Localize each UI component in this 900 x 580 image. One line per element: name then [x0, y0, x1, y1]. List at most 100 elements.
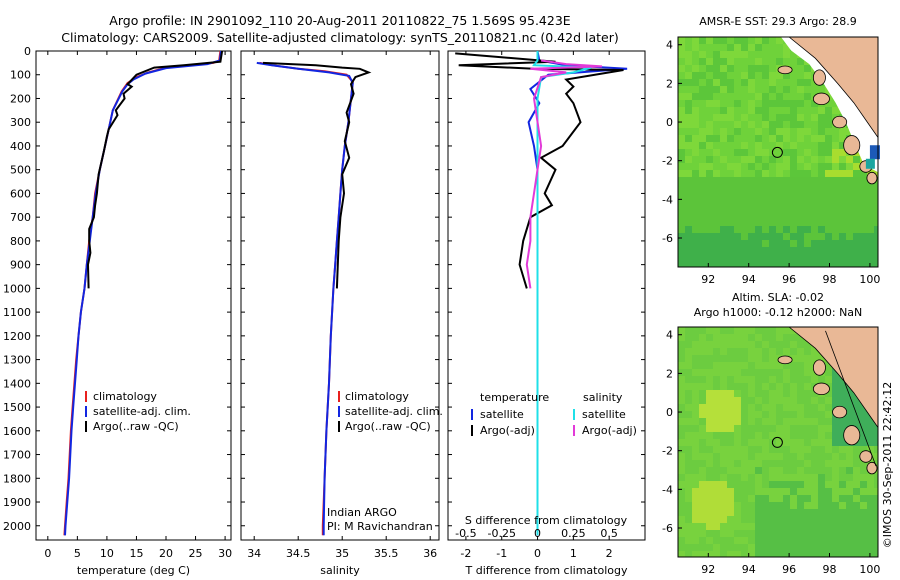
map-cell	[762, 397, 769, 404]
map-cell	[692, 369, 699, 376]
difference-profile-plot: -2 -1 0 1 2T difference from climatology-0.5…	[447, 50, 646, 577]
map-cell	[769, 37, 776, 44]
map-cell	[706, 362, 713, 369]
map-cell	[797, 177, 804, 184]
map-cell	[804, 240, 811, 247]
map-cell	[874, 261, 878, 267]
map-cell	[678, 404, 685, 411]
map-cell	[734, 212, 741, 219]
map-cell	[678, 362, 685, 369]
map-cell	[720, 432, 727, 439]
x-tick-label: 0	[534, 547, 541, 560]
map-cell	[706, 198, 713, 205]
map-cell	[762, 72, 769, 79]
map-cell	[762, 135, 769, 142]
map-cell	[678, 86, 685, 93]
map-cell	[776, 327, 783, 334]
map-cell	[860, 509, 867, 516]
map-cell	[762, 453, 769, 460]
map-cell	[811, 411, 818, 418]
map-cell	[748, 233, 755, 240]
map-cell	[867, 184, 874, 191]
map-cell	[734, 121, 741, 128]
map-cell	[832, 383, 839, 390]
map-cell	[776, 128, 783, 135]
map-cell	[699, 453, 706, 460]
map-cell	[825, 439, 832, 446]
map-cell	[839, 453, 846, 460]
map-cell	[699, 191, 706, 198]
map-cell	[741, 149, 748, 156]
map-cell	[734, 411, 741, 418]
map-cell	[867, 502, 874, 509]
map-cell	[839, 446, 846, 453]
map-cell	[699, 446, 706, 453]
map-cell	[720, 537, 727, 544]
map-cell	[832, 418, 839, 425]
map-cell	[776, 509, 783, 516]
map-cell	[748, 107, 755, 114]
map-cell	[720, 425, 727, 432]
map-cell	[790, 523, 797, 530]
map-cell	[790, 390, 797, 397]
map-cell	[762, 51, 769, 58]
map-cell	[846, 474, 853, 481]
map-cell	[783, 254, 790, 261]
map-cell	[790, 191, 797, 198]
map-cell	[846, 418, 853, 425]
map-cell	[678, 93, 685, 100]
map-cell	[699, 537, 706, 544]
map-cell	[734, 362, 741, 369]
map-cell	[804, 348, 811, 355]
map-cell	[790, 474, 797, 481]
map-cell	[692, 142, 699, 149]
map-cell	[713, 488, 720, 495]
map-cell	[706, 404, 713, 411]
map-cell	[804, 516, 811, 523]
map-cell	[678, 135, 685, 142]
map-cell	[776, 114, 783, 121]
map-cell	[748, 128, 755, 135]
map-cell	[755, 135, 762, 142]
map-cell	[713, 79, 720, 86]
map-cell	[685, 397, 692, 404]
map-cell	[762, 362, 769, 369]
map-cell	[776, 135, 783, 142]
map-cell	[741, 212, 748, 219]
map-cell	[720, 439, 727, 446]
map-cell	[734, 93, 741, 100]
map-cell	[818, 219, 825, 226]
map-cell	[783, 240, 790, 247]
series-line-satellite	[256, 61, 354, 536]
map-cell	[825, 156, 832, 163]
map-cell	[741, 355, 748, 362]
map-cell	[874, 495, 878, 502]
map-cell	[678, 383, 685, 390]
map-cell	[685, 86, 692, 93]
map-cell	[762, 184, 769, 191]
map-cell	[692, 432, 699, 439]
map-cell	[734, 453, 741, 460]
legend-label: satellite	[480, 408, 524, 421]
map-cell	[741, 65, 748, 72]
map-cell	[783, 261, 790, 267]
map-cell	[874, 453, 878, 460]
map-cell	[874, 509, 878, 516]
map-cell	[811, 226, 818, 233]
map-cell	[713, 460, 720, 467]
map-title: AMSR-E SST: 29.3 Argo: 28.9	[699, 15, 857, 28]
map-cell	[853, 191, 860, 198]
map-cell	[776, 439, 783, 446]
map-cell	[832, 446, 839, 453]
map-cell	[685, 191, 692, 198]
map-cell	[790, 72, 797, 79]
map-cell	[811, 397, 818, 404]
map-cell	[720, 509, 727, 516]
map-cell	[818, 128, 825, 135]
map-cell	[860, 240, 867, 247]
map-cell	[699, 37, 706, 44]
map-cell	[692, 481, 699, 488]
map-cell	[706, 551, 713, 557]
map-cell	[692, 341, 699, 348]
map-cell	[741, 341, 748, 348]
